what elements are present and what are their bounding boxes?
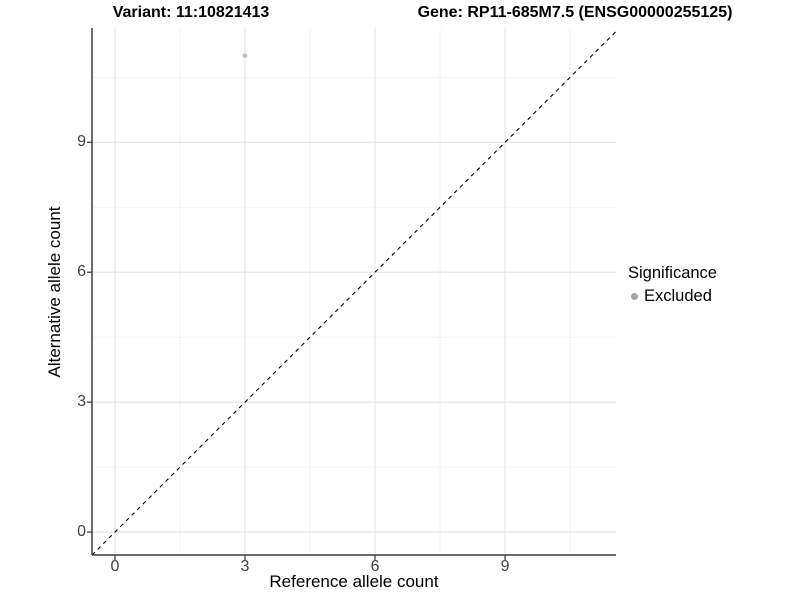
y-tick-label: 3 [77,393,86,411]
x-tick-label: 6 [370,558,380,575]
x-axis-title: Reference allele count [269,572,439,591]
identity-reference-line [91,31,617,556]
variant-title: Variant: 11:10821413 [112,4,270,21]
y-axis-title: Alternative allele count [45,206,64,378]
x-tick-label: 9 [500,558,510,575]
x-tick-label: 0 [110,558,120,575]
x-tick-label: 3 [240,558,250,575]
y-tick-label: 6 [77,263,86,281]
y-tick-label: 0 [77,523,86,541]
legend-entry-label: Excluded [644,287,712,305]
data-point [242,53,248,59]
legend-title: Significance [628,264,717,282]
legend: Significance Excluded [628,264,717,306]
gene-title: Gene: RP11-685M7.5 (ENSG00000255125) [417,4,733,21]
legend-entry: Excluded [628,287,717,306]
legend-key-dot-icon [631,293,638,300]
y-tick-label: 9 [77,133,86,151]
legend-entries: Excluded [628,287,717,306]
